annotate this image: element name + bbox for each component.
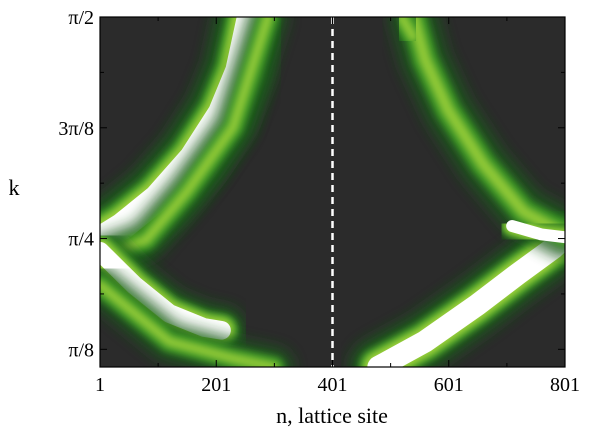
x-tick-label: 401 (318, 374, 348, 396)
x-tick-label: 801 (550, 374, 580, 396)
feature-right-top-spot-layer-2 (396, 17, 419, 42)
x-tick-label: 201 (201, 374, 231, 396)
axis-ticks: 1 201 401 601 801 π/8 π/4 3π/8 π/2 (58, 7, 580, 396)
heatmap-features (100, 17, 565, 367)
y-tick-label: 3π/8 (58, 118, 94, 140)
x-tick-label: 601 (434, 374, 464, 396)
feature-left-lower-lobe-layer-3 (100, 241, 231, 340)
feature-right-bright-spot (496, 210, 565, 253)
y-tick-label: π/4 (68, 229, 94, 251)
y-tick-label: π/8 (68, 339, 94, 361)
y-tick-label: π/2 (68, 7, 94, 29)
feature-right-top-spot (381, 17, 434, 57)
y-axis-title: k (9, 175, 20, 200)
feature-right-bright-spot-layer-3 (506, 220, 565, 244)
feature-left-lower-lobe-glow-layer-2 (100, 280, 279, 367)
feature-left-branch-glow-layer-2 (100, 17, 273, 262)
x-axis-title: n, lattice site (276, 403, 388, 428)
feature-left-lower-lobe-glow (100, 265, 294, 367)
feature-left-branch-glow (100, 17, 288, 277)
x-tick-label: 1 (95, 374, 105, 396)
feature-left-lower-lobe (100, 227, 246, 355)
